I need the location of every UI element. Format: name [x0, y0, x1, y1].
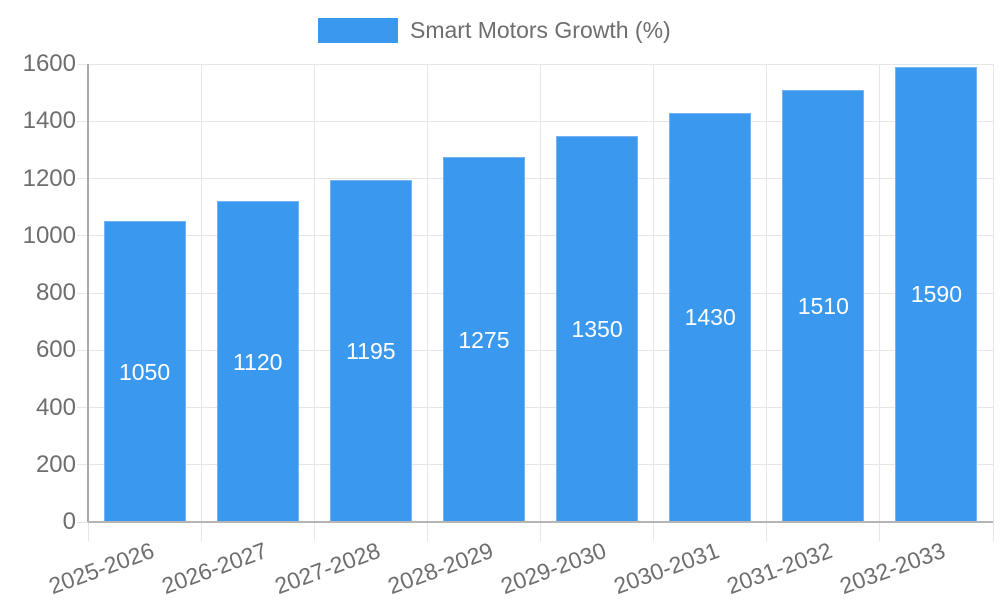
v-gridline — [426, 64, 428, 541]
h-gridline — [77, 349, 993, 351]
y-axis-line — [87, 64, 89, 522]
y-tick-label: 1000 — [22, 221, 76, 249]
v-gridline — [992, 64, 994, 541]
bar-value-label: 1195 — [346, 337, 396, 364]
h-gridline — [77, 407, 993, 408]
legend-swatch — [318, 18, 398, 43]
bar[interactable]: 1590 — [895, 66, 978, 522]
bar[interactable]: 1350 — [556, 135, 639, 522]
y-tick-label: 1400 — [22, 107, 76, 135]
h-gridline — [77, 120, 993, 122]
v-gridline — [653, 64, 655, 541]
h-gridline — [77, 292, 993, 294]
y-tick-label: 0 — [62, 508, 76, 535]
bar-value-label: 1510 — [797, 292, 849, 319]
bar[interactable]: 1195 — [329, 179, 412, 522]
v-gridline — [200, 64, 202, 541]
legend-label: Smart Motors Growth (%) — [410, 17, 671, 43]
bar[interactable]: 1430 — [669, 112, 752, 522]
y-tick-label: 1600 — [22, 50, 76, 77]
bar-value-label: 1120 — [232, 348, 283, 375]
y-tick-label: 800 — [35, 279, 76, 306]
bar[interactable]: 1510 — [782, 89, 865, 522]
h-gridline — [77, 63, 993, 65]
v-gridline — [766, 64, 768, 541]
bar-value-label: 1050 — [118, 358, 171, 385]
bar[interactable]: 1120 — [216, 201, 299, 522]
h-gridline — [77, 464, 993, 466]
bar-value-label: 1275 — [458, 326, 510, 353]
bar-value-label: 1430 — [684, 304, 736, 331]
y-tick-label: 600 — [35, 336, 76, 364]
bar[interactable]: 1050 — [103, 221, 186, 522]
y-tick-label: 400 — [35, 393, 76, 421]
bar[interactable]: 1275 — [442, 157, 525, 522]
y-tick — [77, 521, 88, 523]
y-tick-label: 1200 — [22, 164, 76, 192]
bar-value-label: 1350 — [571, 315, 623, 342]
h-gridline — [77, 178, 993, 179]
h-gridline — [77, 235, 993, 237]
y-tick-label: 200 — [35, 450, 76, 478]
x-baseline — [88, 521, 993, 523]
v-gridline — [540, 64, 541, 541]
v-gridline — [313, 64, 315, 541]
v-gridline — [879, 64, 881, 541]
legend: Smart Motors Growth (%) — [318, 18, 671, 43]
bar-value-label: 1590 — [910, 281, 963, 308]
